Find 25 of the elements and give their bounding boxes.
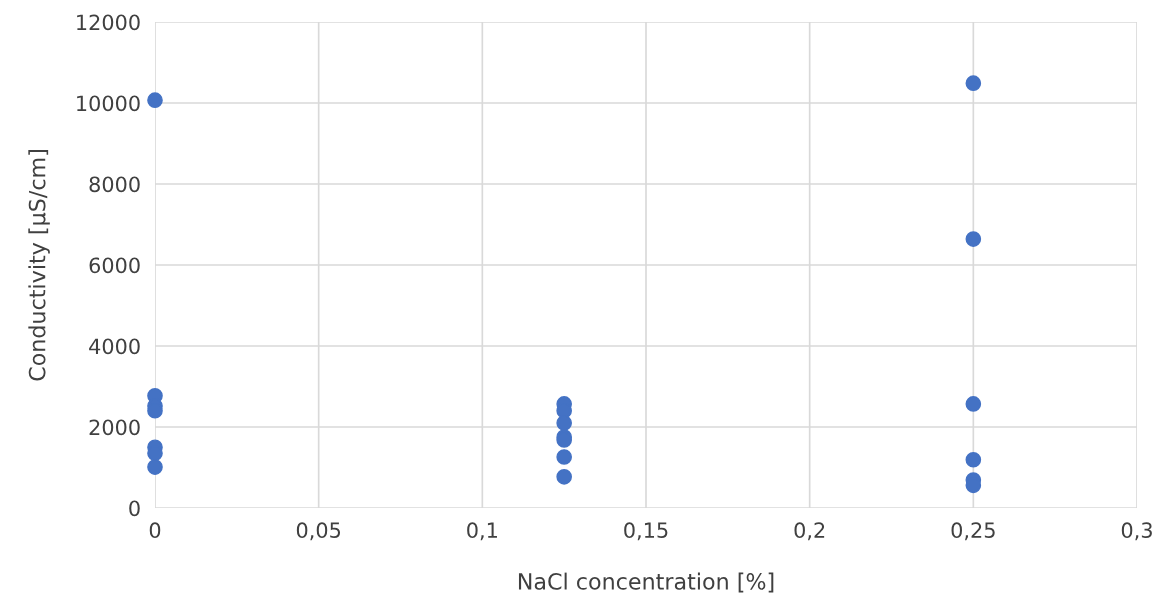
point: [965, 451, 982, 468]
y-tick-label: 4000: [89, 338, 140, 355]
point: [556, 469, 572, 485]
point: [147, 92, 163, 108]
y-tick-label: 12000: [77, 14, 140, 31]
x-tick-label: 0,2: [794, 522, 825, 541]
y-tick-label: 6000: [89, 257, 140, 274]
point: [965, 231, 982, 247]
x-tick-label: 0,3: [1121, 522, 1152, 541]
y-tick-label: 0: [129, 500, 140, 517]
x-tick-label: 0: [149, 522, 161, 539]
y-tick-label: 8000: [89, 176, 140, 193]
x-tick-label: 0,15: [624, 522, 668, 541]
y-tick-label: 10000: [77, 95, 140, 112]
point: [965, 396, 982, 412]
x-axis-title: NaCl concentration [%]: [518, 572, 774, 593]
point: [556, 449, 572, 465]
y-axis-title: Conductivity [µS/cm]: [28, 150, 50, 381]
x-tick-label: 0,05: [296, 522, 341, 541]
point: [965, 75, 982, 91]
point: [147, 459, 163, 475]
x-tick-label: 0,1: [467, 522, 497, 541]
y-tick-label: 2000: [89, 419, 140, 436]
x-tick-label: 0,25: [951, 522, 995, 541]
point: [556, 415, 572, 431]
